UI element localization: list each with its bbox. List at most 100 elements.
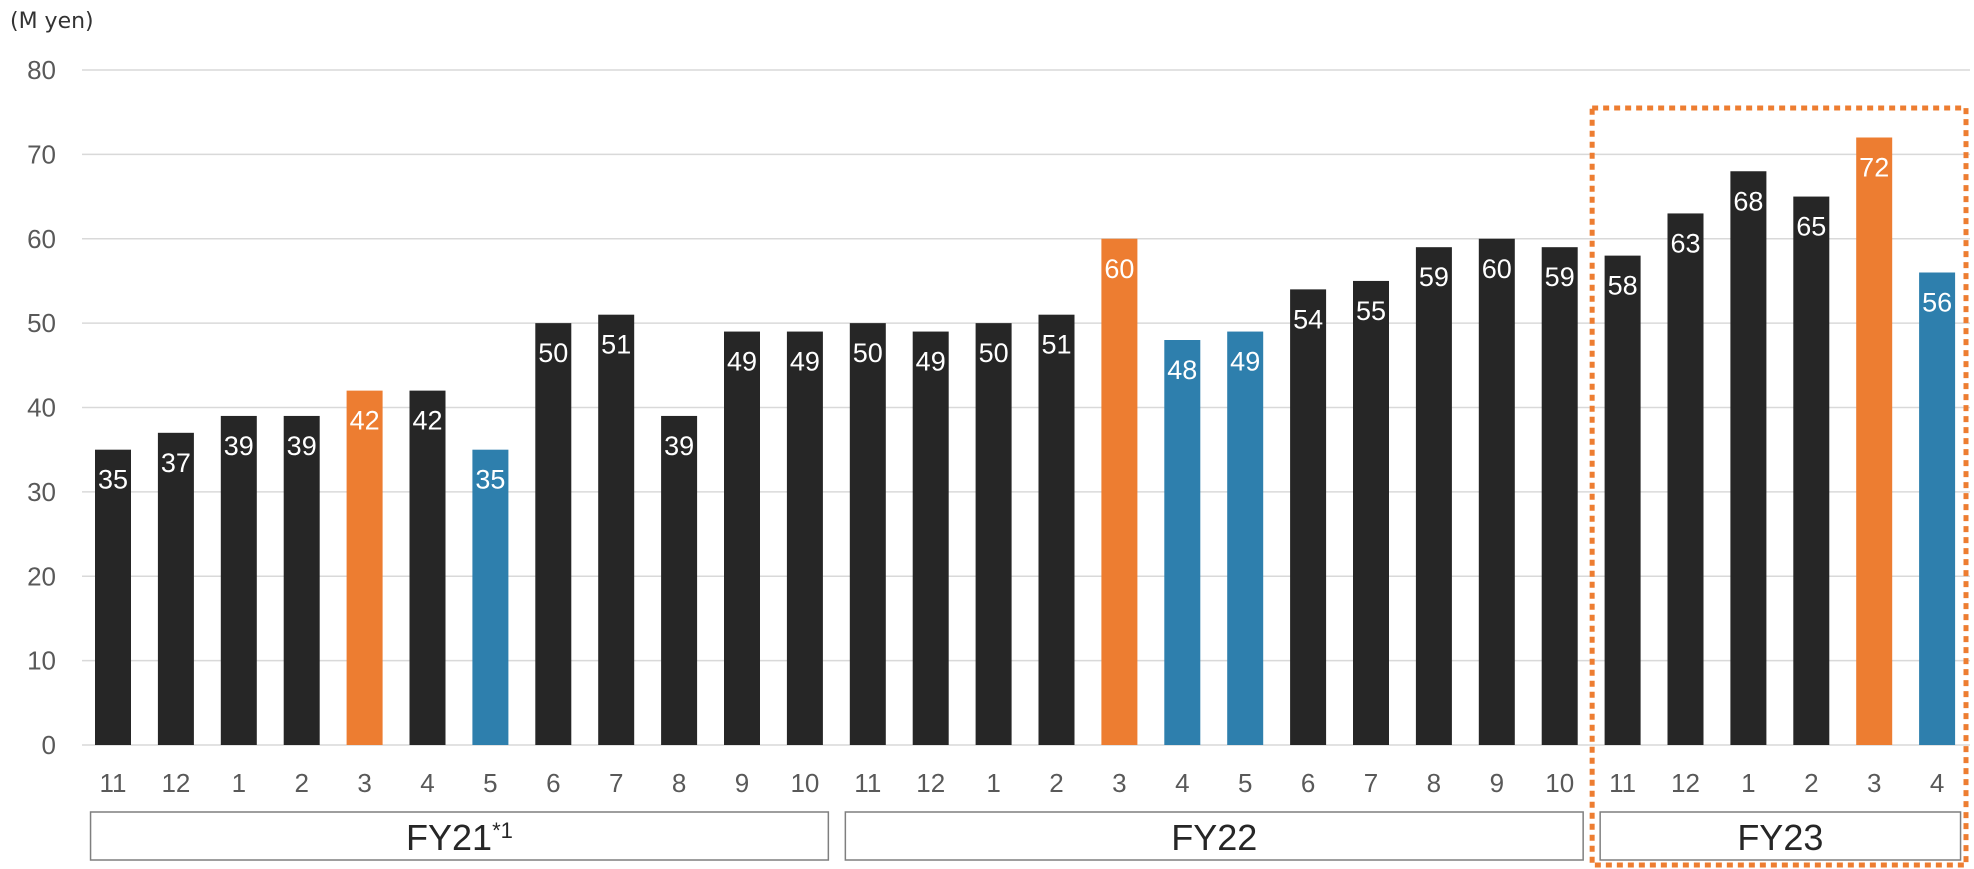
bar xyxy=(1667,213,1704,745)
fy-label-text: FY22 xyxy=(1171,817,1257,858)
bar xyxy=(1353,280,1389,745)
x-tick-label: 10 xyxy=(790,768,819,798)
bar xyxy=(95,449,131,745)
bars xyxy=(95,137,1956,745)
fy-footnote-marker: *1 xyxy=(492,818,513,843)
fy-group-box xyxy=(844,811,1584,861)
fiscal-year-groups: FY21*1 FY22 FY23 xyxy=(89,811,1962,861)
bar-value-label: 50 xyxy=(538,338,568,368)
bar xyxy=(1919,272,1956,745)
bar xyxy=(157,432,194,745)
bar-value-label: 49 xyxy=(1230,347,1260,377)
bar xyxy=(1793,196,1830,745)
bar xyxy=(535,323,572,745)
bar-value-label: 39 xyxy=(224,431,254,461)
y-axis-unit-label: (M yen) xyxy=(10,9,94,34)
x-tick-label: 4 xyxy=(420,768,434,798)
x-tick-label: 2 xyxy=(1049,768,1063,798)
fy-group-box xyxy=(1599,811,1962,861)
bar xyxy=(1856,137,1893,745)
fy-group-label: FY21*1 xyxy=(406,817,513,858)
bar xyxy=(1290,289,1327,745)
bar-value-label: 63 xyxy=(1670,228,1700,258)
bar xyxy=(786,331,823,745)
bar xyxy=(283,415,320,745)
bar-value-label: 37 xyxy=(161,448,191,478)
bar xyxy=(1604,255,1641,745)
y-tick-label: 40 xyxy=(27,393,56,423)
fy-group-box xyxy=(89,811,830,861)
y-tick-label: 0 xyxy=(42,730,56,760)
bar xyxy=(849,323,886,745)
x-tick-label: 10 xyxy=(1545,768,1574,798)
bar xyxy=(1101,238,1138,745)
bar-value-label: 60 xyxy=(1104,254,1134,284)
x-tick-label: 12 xyxy=(1671,768,1700,798)
bar-value-label: 51 xyxy=(1041,330,1071,360)
bar-value-label: 49 xyxy=(727,347,757,377)
bar-value-label: 49 xyxy=(916,347,946,377)
fy-label-text: FY23 xyxy=(1737,817,1823,858)
bar xyxy=(472,449,509,745)
bar xyxy=(1415,247,1452,745)
bar xyxy=(409,390,446,745)
y-tick-label: 10 xyxy=(27,646,56,676)
x-tick-label: 3 xyxy=(357,768,371,798)
x-tick-label: 12 xyxy=(161,768,190,798)
x-tick-label: 5 xyxy=(1238,768,1252,798)
bar-value-label: 65 xyxy=(1796,212,1826,242)
bar-value-label: 50 xyxy=(979,338,1009,368)
y-tick-label: 80 xyxy=(27,55,56,85)
x-tick-label: 5 xyxy=(483,768,497,798)
bar-value-label: 56 xyxy=(1922,288,1952,318)
x-tick-label: 4 xyxy=(1175,768,1189,798)
bar xyxy=(1164,340,1201,745)
y-tick-label: 30 xyxy=(27,477,56,507)
x-tick-label: 7 xyxy=(609,768,623,798)
bar xyxy=(598,314,635,745)
bar-value-label: 35 xyxy=(98,465,128,495)
bar-value-label: 59 xyxy=(1545,262,1575,292)
y-tick-label: 50 xyxy=(27,308,56,338)
y-tick-label: 70 xyxy=(27,139,56,169)
x-tick-label: 9 xyxy=(735,768,749,798)
x-tick-label: 1 xyxy=(232,768,246,798)
x-tick-label: 7 xyxy=(1364,768,1378,798)
fy-label-text: FY21 xyxy=(406,817,492,858)
x-tick-label: 6 xyxy=(1301,768,1315,798)
bar xyxy=(1478,238,1515,745)
bar xyxy=(975,323,1012,745)
x-tick-label: 4 xyxy=(1930,768,1944,798)
bar xyxy=(220,415,257,745)
x-axis-ticks: 11 12 1 2 3 4 5 6 7 8 9 10 11 12 1 2 3 4 5 6 7 8 9 10 11 12 1 2 3 4 xyxy=(100,768,1945,798)
fy-group-label: FY22 xyxy=(1171,817,1257,858)
bar xyxy=(346,390,383,745)
y-axis-ticks: 0 10 20 30 40 50 60 70 80 xyxy=(27,55,56,760)
x-tick-label: 11 xyxy=(100,768,127,798)
x-tick-label: 3 xyxy=(1112,768,1126,798)
bar-value-label: 42 xyxy=(350,406,380,436)
x-tick-label: 11 xyxy=(854,768,881,798)
bar xyxy=(661,415,698,745)
fy-group-label: FY23 xyxy=(1737,817,1823,858)
x-tick-label: 11 xyxy=(1609,768,1636,798)
x-tick-label: 1 xyxy=(1741,768,1755,798)
bar-value-label: 39 xyxy=(664,431,694,461)
bar-value-label: 35 xyxy=(475,465,505,495)
bar xyxy=(1541,247,1578,745)
bar-value-label: 42 xyxy=(412,406,442,436)
x-tick-label: 12 xyxy=(916,768,945,798)
bar-value-label: 54 xyxy=(1293,304,1323,334)
x-tick-label: 8 xyxy=(1427,768,1441,798)
bar-value-label: 50 xyxy=(853,338,883,368)
bar xyxy=(1730,171,1767,745)
bar-value-label: 39 xyxy=(287,431,317,461)
x-tick-label: 3 xyxy=(1867,768,1881,798)
bar xyxy=(912,331,949,745)
gridlines xyxy=(82,69,1970,746)
bar-value-label: 58 xyxy=(1608,271,1638,301)
bar-value-label: 68 xyxy=(1733,186,1763,216)
x-tick-label: 2 xyxy=(1804,768,1818,798)
x-tick-label: 2 xyxy=(294,768,308,798)
